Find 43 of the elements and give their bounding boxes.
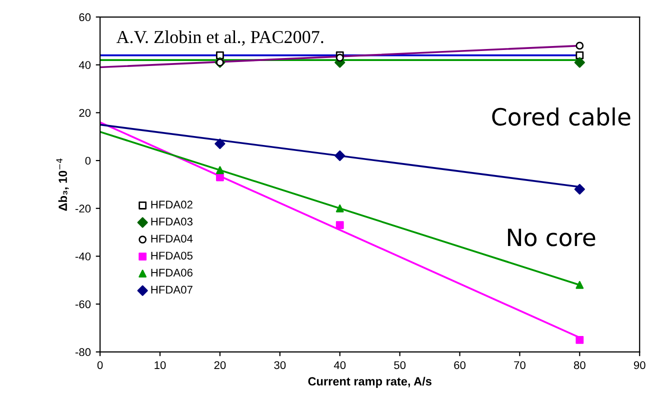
point [216, 166, 224, 174]
y-tick-label: -80 [75, 348, 91, 356]
x-tick-label: 90 [634, 361, 646, 370]
y-tick-label: 60 [79, 13, 91, 22]
point [576, 51, 584, 60]
point [336, 221, 344, 230]
x-tick-label: 0 [97, 361, 103, 370]
y-tick-label: -40 [75, 252, 91, 260]
annotation: No core [508, 228, 596, 246]
legend-label: HFDA07 [151, 286, 192, 294]
point [214, 138, 226, 150]
point [334, 150, 346, 162]
y-tick-label: 20 [79, 108, 91, 117]
x-tick-label: 20 [214, 361, 226, 370]
x-axis-title: Current ramp rate, A/s [308, 376, 432, 388]
point [576, 336, 584, 344]
y-axis-title: Δb₃, 10$^{−4}$ [56, 158, 69, 211]
y-tick-label: 40 [78, 61, 91, 69]
x-tick-label: 60 [454, 361, 466, 370]
legend-label: HFDA06 [151, 268, 192, 277]
x-tick-label: 40 [334, 361, 346, 370]
annotation: Cored cable [492, 107, 630, 126]
y-tick-label: 0 [85, 156, 91, 165]
legend-label: HFDA05 [151, 252, 193, 260]
annotation: A.V. Zlobin et al., PAC2007. [116, 30, 324, 46]
point [574, 184, 585, 195]
x-tick-label: 50 [394, 361, 406, 370]
x-tick-label: 80 [574, 361, 586, 370]
x-tick-label: 30 [274, 361, 286, 370]
point [216, 173, 224, 182]
legend-label: HFDA03 [151, 218, 192, 226]
x-tick-label: 10 [154, 361, 166, 370]
point [216, 51, 224, 60]
point [576, 42, 584, 50]
legend-label: HFDA02 [151, 200, 192, 209]
x-tick-label: 70 [514, 361, 526, 370]
y-tick-label: -60 [75, 300, 91, 308]
point [576, 280, 584, 289]
point [336, 54, 344, 62]
point [336, 204, 344, 212]
point [574, 57, 585, 68]
y-tick-label: -20 [75, 204, 91, 213]
legend-label: HFDA04 [151, 234, 193, 243]
